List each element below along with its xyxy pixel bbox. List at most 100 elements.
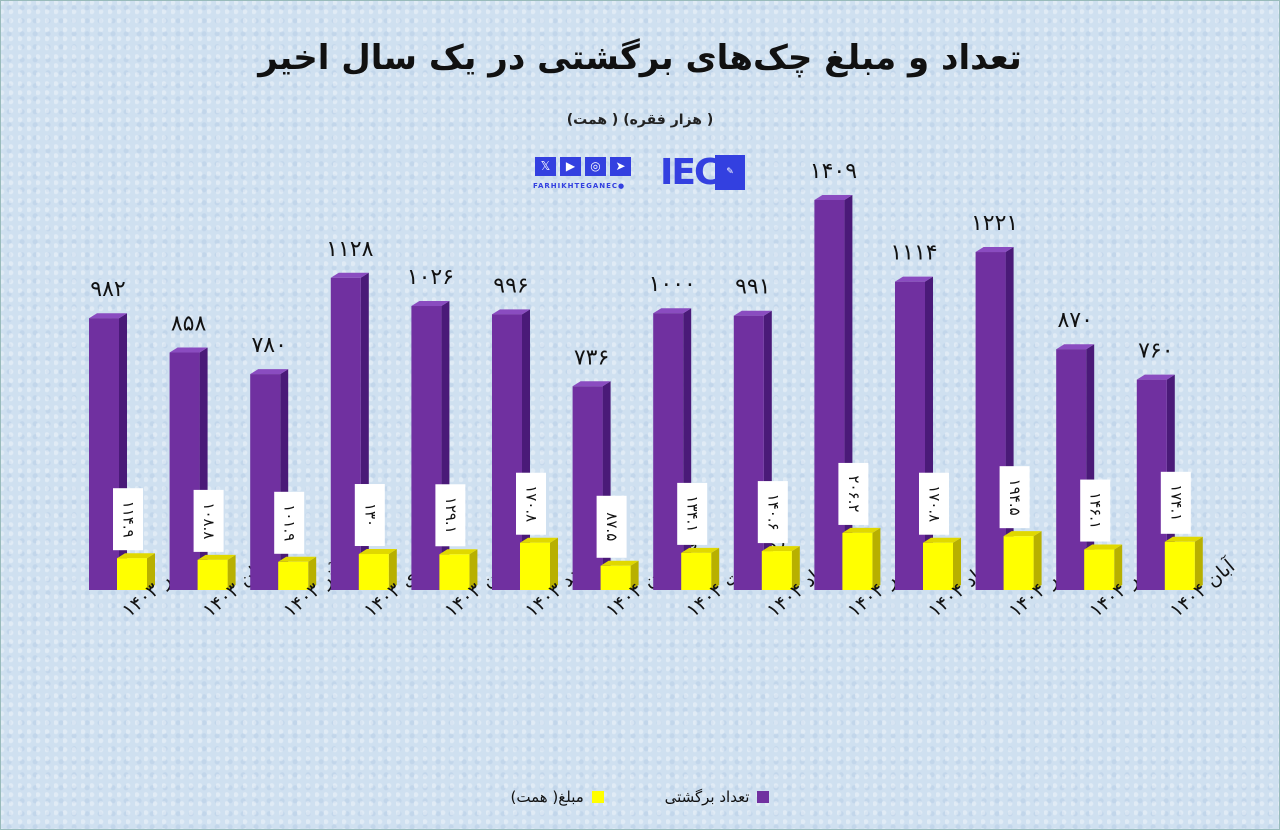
amount-label-box [274,491,305,554]
amount-value-label: ۱۴۶.۱ [1087,492,1105,529]
count-bar [572,386,603,590]
count-bar-top [411,301,450,307]
amount-value-label: ۱۴۰.۶ [764,494,782,531]
amount-label-box [1160,471,1191,534]
amount-bar [681,552,712,590]
count-bar-top [89,313,127,319]
legend-label-count: تعداد برگشتی [664,788,750,806]
count-bar [814,200,845,590]
amount-label-box [677,482,708,545]
amount-bar-side [147,553,155,590]
amount-bar [1164,541,1195,590]
count-value-label: ۷۸۰ [251,333,286,358]
amount-bar-side [630,560,639,590]
count-bar-side [683,308,692,590]
count-value-label: ۱۱۲۸ [326,237,373,262]
amount-bar [923,542,953,590]
amount-bar-side [227,554,236,590]
amount-bar-top [842,527,881,533]
count-value-label: ۹۹۶ [493,273,528,298]
count-bar-top [572,381,611,387]
legend-item-count: تعداد برگشتی [665,788,770,806]
amount-label-box [516,472,546,535]
amount-label-box [596,495,627,558]
count-bar [411,306,442,590]
count-bar-top [653,308,692,314]
count-value-label: ۷۳۶ [574,345,609,370]
count-bar [975,252,1006,590]
logo-brand: IEC [660,152,720,193]
count-value-label: ۷۶۰ [1138,339,1173,364]
amount-bar-top [117,553,155,559]
count-bar-top [975,247,1014,253]
count-value-label: ۱۴۰۹ [810,159,857,184]
count-bar-top [330,272,369,278]
count-bar-top [250,369,289,375]
amount-value-label: ۱۹۴.۵ [1006,479,1024,516]
amount-label-box [354,484,385,547]
amount-label-box [838,462,869,525]
amount-bar-top [197,554,236,560]
amount-bar [1003,536,1034,590]
amount-value-label: ۱۷۰.۸ [523,485,541,522]
youtube-icon: ▶ [560,157,581,176]
amount-label-box [1080,479,1111,542]
count-value-label: ۸۷۰ [1057,308,1092,333]
telegram-icon: ➤ [610,157,631,176]
count-value-label: ۱۰۲۶ [407,265,454,290]
amount-bar-side [711,547,720,590]
count-bar-top [492,309,530,315]
amount-label-box [919,472,949,535]
amount-value-label: ۱۲۹.۱ [442,497,460,534]
amount-value-label: ۸۷.۵ [603,512,621,541]
amount-bar [761,551,792,590]
amount-bar-top [278,556,317,562]
legend: تعداد برگشتی مبلغ( همت) [0,788,1280,807]
amount-bar-side [550,537,558,590]
amount-bar-top [1164,536,1203,542]
count-bar-top [814,195,853,200]
count-bar-top [1056,344,1095,350]
logo-mark: ✎ [715,155,745,190]
amount-value-label: ۱۷۰.۸ [926,485,944,522]
amount-bar-top [358,549,397,555]
amount-bar [1084,549,1115,590]
count-bar [733,315,764,590]
count-bar [169,352,200,590]
count-value-label: ۹۸۲ [90,277,125,302]
amount-bar [117,558,147,590]
amount-value-label: ۱۰۱.۹ [281,504,299,541]
instagram-icon: ◎ [585,157,606,176]
amount-value-label: ۲۰۶.۲ [845,475,863,512]
amount-bar-side [1114,544,1123,590]
amount-label-box [193,489,224,552]
amount-bar-top [761,546,800,552]
x-icon: 𝕏 [535,157,556,176]
amount-bar [197,559,228,590]
amount-bar [520,542,550,590]
amount-bar-top [923,537,961,543]
amount-bar-side [308,556,317,590]
amount-bar [278,561,309,590]
amount-bar [358,554,389,590]
count-bar [653,313,684,590]
amount-value-label: ۱۰۸.۸ [200,502,218,539]
amount-bar-top [520,537,558,543]
amount-bar-side [388,549,397,590]
count-value-label: ۹۹۱ [735,275,770,300]
count-value-label: ۸۵۸ [171,312,207,337]
legend-swatch-amount [591,791,604,803]
amount-value-label: ۱۳۴.۱ [684,495,702,532]
logo-handle: FARHIKHTEGANEC● [533,182,626,190]
amount-bar-side [872,527,881,590]
chart-title: تعداد و مبلغ چک‌های برگشتی در یک سال اخی… [258,38,1022,78]
amount-bar-side [953,537,961,590]
count-value-label: ۱۱۱۴ [890,241,937,266]
amount-bar-top [600,560,639,566]
count-bar [1056,349,1087,590]
count-bar-top [733,310,772,316]
amount-bar-top [439,549,478,555]
legend-swatch-count [757,791,770,803]
count-bar-top [1136,374,1175,380]
